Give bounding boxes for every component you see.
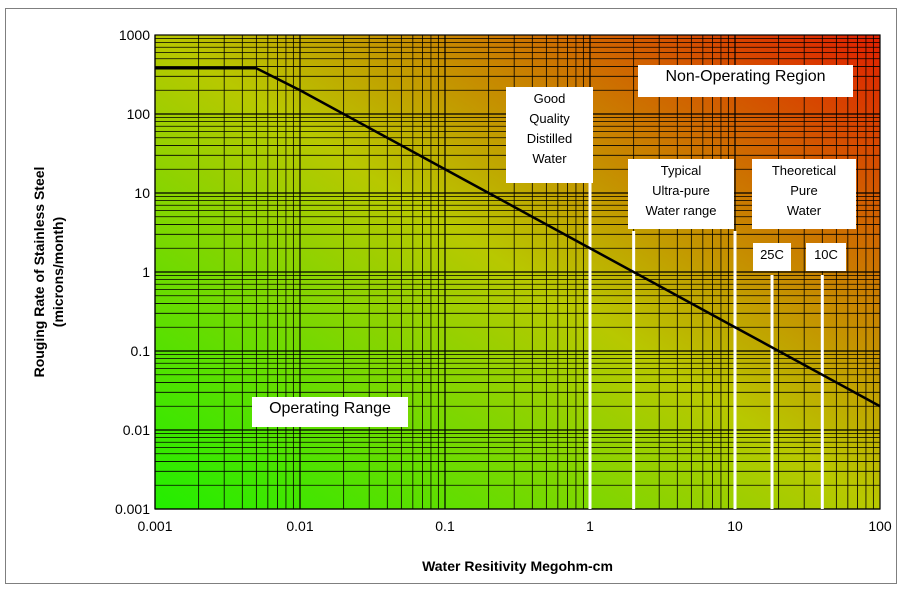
x-tick-label: 100 bbox=[868, 518, 892, 534]
label-25c-text: 25C bbox=[760, 247, 784, 262]
label-10c-text: 10C bbox=[814, 247, 838, 262]
label-25c: 25C bbox=[753, 243, 791, 271]
ultra-pure-label-text: Ultra-pure bbox=[652, 183, 710, 198]
plot-border bbox=[154, 34, 881, 510]
operating-label: Operating Range bbox=[252, 397, 408, 427]
distilled-water-label-text: Good bbox=[534, 91, 566, 106]
theoretical-pure-label-text: Theoretical bbox=[772, 163, 836, 178]
ultra-pure-label-text: Typical bbox=[661, 163, 702, 178]
label-10c: 10C bbox=[806, 243, 846, 271]
x-tick-label: 0.1 bbox=[435, 518, 455, 534]
theoretical-pure-label-text: Pure bbox=[790, 183, 817, 198]
distilled-water-label-text: Quality bbox=[529, 111, 570, 126]
operating-label-box bbox=[252, 397, 408, 427]
y-tick-label: 1000 bbox=[119, 27, 150, 43]
rouging-rate-line bbox=[155, 66, 881, 408]
tick-labels: 0.001 0.01 0.1 1 10 100 1000 100 10 1 0.1 0.01 0.001 bbox=[115, 27, 892, 534]
distilled-water-label-box bbox=[506, 87, 593, 183]
distilled-water-label-text: Distilled bbox=[527, 131, 573, 146]
x-tick-label: 0.001 bbox=[137, 518, 172, 534]
y-tick-label: 10 bbox=[134, 185, 150, 201]
ultra-pure-label-text: Water range bbox=[645, 203, 716, 218]
x-tick-label: 10 bbox=[727, 518, 743, 534]
theoretical-pure-label-box bbox=[752, 159, 856, 229]
y-tick-label: 100 bbox=[127, 106, 151, 122]
label-10c-box bbox=[806, 243, 846, 271]
x-axis-title: Water Resitivity Megohm-cm bbox=[422, 558, 613, 574]
y-axis-title: Rouging Rate of Stainless Steel (microns/… bbox=[31, 167, 66, 378]
distilled-water-label: Good Quality Distilled Water bbox=[506, 87, 593, 183]
rouging-rate-chart: 0.001 0.01 0.1 1 10 10010001001010.10.010.001… bbox=[31, 27, 892, 574]
y-tick-label: 0.01 bbox=[123, 422, 150, 438]
series bbox=[155, 66, 881, 408]
x-tick-label: 0.01 bbox=[286, 518, 313, 534]
distilled-water-label-text: Water bbox=[532, 151, 567, 166]
label-25c-box bbox=[753, 243, 791, 271]
ultra-pure-label-box bbox=[628, 159, 734, 229]
y-tick-label: 0.001 bbox=[115, 501, 150, 517]
y-tick-label: 1 bbox=[142, 264, 150, 280]
ultra-pure-label: Typical Ultra-pure Water range bbox=[628, 159, 734, 229]
annotations: Non-Operating Region Operating Range Good Q… bbox=[252, 65, 856, 427]
non-operating-label-text: Non-Operating Region bbox=[665, 68, 825, 85]
y-axis-title-line: (microns/month) bbox=[50, 217, 66, 327]
theoretical-pure-label-text: Water bbox=[787, 203, 822, 218]
marker-lines bbox=[588, 175, 824, 509]
theoretical-pure-label: Theoretical Pure Water bbox=[752, 159, 856, 229]
y-tick-label: 0.1 bbox=[131, 343, 151, 359]
chart-frame: 0.001 0.01 0.1 1 10 100 1000 100 10 1 0.1 0.01 0.001… bbox=[5, 8, 897, 584]
x-tick-label: 1 bbox=[586, 518, 594, 534]
non-operating-label: Non-Operating Region bbox=[638, 65, 853, 97]
non-operating-label-box bbox=[638, 65, 853, 97]
y-axis-title-line: Rouging Rate of Stainless Steel bbox=[31, 167, 47, 378]
operating-label-text: Operating Range bbox=[269, 400, 391, 417]
